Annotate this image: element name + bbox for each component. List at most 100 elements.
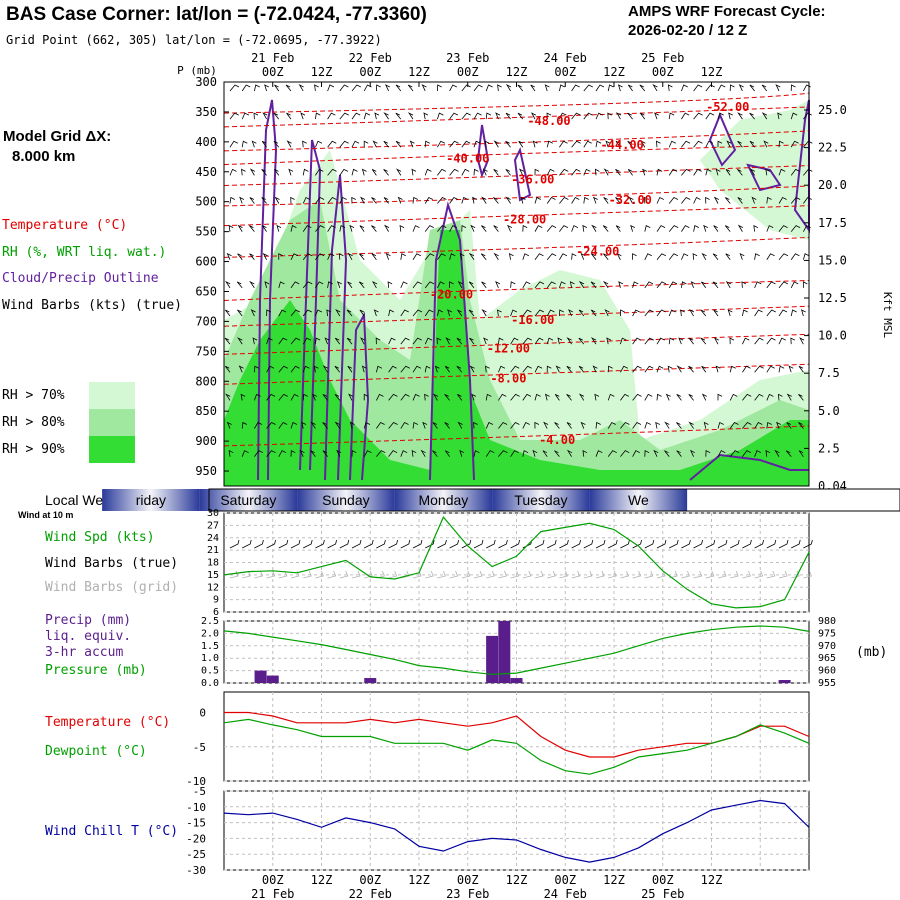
page-title: BAS Case Corner: lat/lon = (-72.0424, -7…	[6, 4, 427, 25]
wind-barb-3-31	[603, 168, 609, 176]
wind-barb-9-39	[700, 337, 707, 345]
surface-wind-barb-grid	[510, 570, 520, 579]
windchill-tick: -25	[186, 848, 206, 861]
precip-tick: 1.0	[201, 653, 219, 664]
wind-barb-0-29	[583, 84, 593, 92]
wind-barb-3-44	[765, 168, 771, 176]
rh-shading-1	[700, 100, 809, 240]
wind-barb-4-42	[737, 197, 743, 204]
wind-barb-5-41	[724, 225, 731, 232]
wind-barb-8-22	[497, 309, 502, 317]
pressure-tick-label: 450	[195, 165, 217, 179]
wind-barb-6-47	[803, 253, 810, 260]
wind-barb-2-21	[484, 140, 490, 148]
wind-barb-6-38	[692, 253, 698, 260]
wind-barb-2-27	[559, 140, 568, 148]
surface-wind-barb-true	[778, 539, 789, 549]
wind-barb-11-5	[290, 393, 299, 401]
wind-barb-9-41	[729, 337, 735, 345]
wind-barb-5-16	[424, 225, 434, 232]
surface-wind-barb-grid	[254, 570, 263, 579]
wind-barb-0-44	[761, 84, 768, 92]
top-time-tick-label: 00Z	[554, 65, 576, 79]
windchill-tick: -20	[186, 832, 206, 845]
wind-barb-0-13	[384, 84, 390, 92]
wind-barb-13-39	[705, 450, 711, 457]
wind-barb-4-31	[603, 197, 609, 204]
wind-barb-5-25	[534, 225, 543, 232]
wind-barb-5-8	[327, 225, 336, 232]
wind-barb-11-27	[554, 394, 560, 401]
wind-barb-10-29	[578, 365, 585, 373]
temperature-contour-7	[223, 236, 810, 258]
wind-barb-6-45	[778, 253, 789, 261]
wind-barb-10-21	[485, 365, 490, 373]
wind-barb-0-1	[241, 84, 251, 92]
wind-barb-1-36	[668, 112, 675, 120]
wind-barb-1-13	[383, 112, 389, 120]
wind-barb-10-3	[266, 365, 275, 373]
pressure-unit-label: (mb)	[856, 645, 887, 660]
wind-barb-8-33	[632, 309, 640, 317]
wind-barb-12-32	[620, 422, 630, 429]
wind-barb-6-6	[302, 253, 313, 261]
wind-barb-0-9	[339, 84, 349, 92]
wind-barb-8-32	[620, 309, 625, 317]
legend-temperature: Temperature (°C)	[2, 218, 128, 233]
wind-barb-5-38	[693, 225, 700, 232]
wind-barb-0-42	[738, 84, 744, 92]
wind-barb-12-39	[703, 421, 709, 429]
bottom-time-tick-label: 12Z	[408, 873, 430, 887]
wind-barb-6-18	[449, 253, 456, 260]
wind-barb-13-18	[444, 450, 450, 457]
wind-barb-5-35	[656, 225, 666, 232]
wind-barb-10-16	[424, 365, 431, 373]
wind-barb-2-29	[583, 140, 592, 148]
top-date-label: 25 Feb	[641, 51, 684, 65]
wind-barb-5-39	[703, 224, 709, 232]
wind-barb-13-33	[632, 450, 641, 457]
surface-wind-barb-grid	[656, 570, 666, 579]
wind-barb-7-36	[668, 281, 678, 289]
wind-barb-6-21	[480, 253, 487, 261]
wind-barb-6-1	[237, 253, 243, 261]
wind-barb-4-9	[339, 196, 347, 204]
wind-barb-10-24	[522, 365, 532, 373]
precip-sub1-label: liq. equiv.	[45, 629, 132, 644]
wind-barb-11-37	[676, 394, 682, 401]
wind-barb-2-35	[655, 140, 661, 148]
wind-barb-13-30	[595, 450, 603, 457]
wind-barb-8-23	[510, 309, 518, 317]
wind-barb-1-21	[485, 112, 492, 120]
weekday-label: We	[628, 492, 649, 508]
wind-barb-2-34	[640, 140, 646, 148]
wind-barb-13-2	[254, 450, 264, 457]
wind-barb-9-6	[302, 337, 311, 345]
wind-barb-12-38	[688, 421, 694, 429]
wind-barb-7-3	[264, 281, 270, 288]
wind-barb-2-12	[372, 140, 378, 148]
wind-barb-8-30	[590, 309, 597, 317]
surface-wind-barb-true	[717, 539, 728, 549]
rh-swatch-70	[89, 382, 135, 409]
wind-barb-12-27	[554, 422, 560, 429]
wind-barb-8-16	[424, 309, 434, 317]
height-tick-label: 2.5	[818, 441, 840, 455]
top-time-tick-label: 12Z	[506, 65, 528, 79]
wind-barb-5-12	[371, 225, 377, 232]
wind-barb-9-44	[766, 337, 776, 345]
surface-wind-barb-true	[229, 539, 240, 549]
top-time-tick-label: 12Z	[701, 65, 723, 79]
wind-barb-12-10	[349, 421, 355, 429]
wind-barb-7-23	[510, 281, 516, 288]
wind-barb-1-22	[495, 112, 501, 120]
wind-barb-12-21	[485, 421, 494, 429]
wind-barb-13-14	[400, 450, 408, 457]
wind-barb-1-40	[717, 112, 724, 120]
wind-barb-2-16	[424, 140, 430, 148]
surface-wind-barb-grid	[595, 570, 605, 579]
wind-barb-9-2	[252, 337, 258, 345]
surface-wind-barb-true	[266, 539, 276, 549]
wind-barb-1-8	[327, 112, 336, 120]
wind-barb-3-12	[371, 169, 377, 176]
